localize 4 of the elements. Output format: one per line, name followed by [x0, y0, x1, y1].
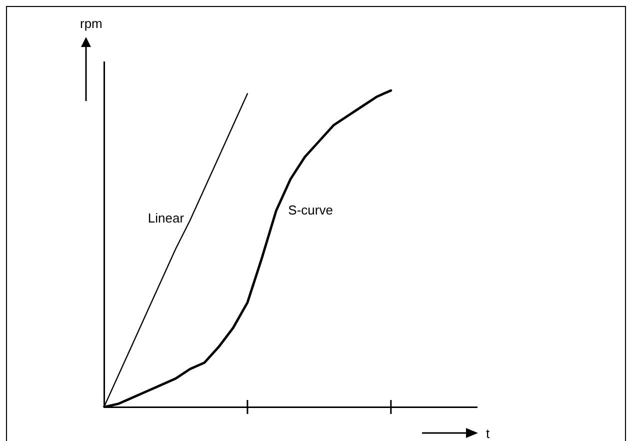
y-axis-title: rpm [80, 16, 102, 31]
series-label: Linear [148, 210, 185, 226]
series-label: S-curve [288, 202, 333, 218]
x-axis-title: t [486, 426, 490, 441]
